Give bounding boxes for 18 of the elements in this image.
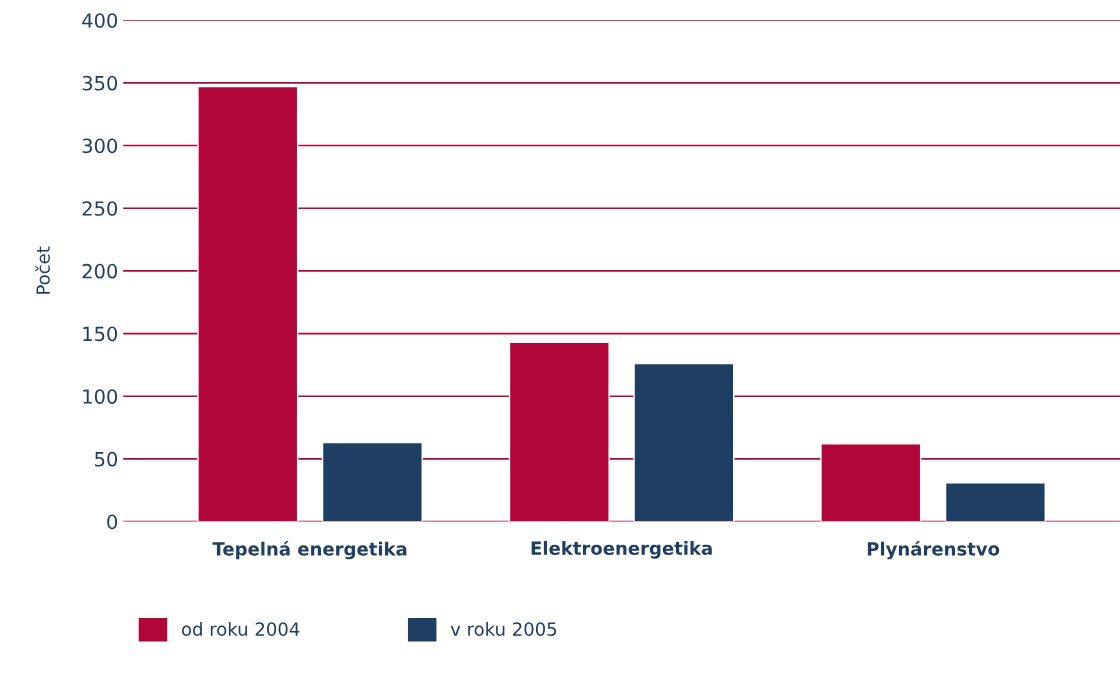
legend-label: v roku 2005	[450, 621, 557, 636]
bar	[633, 362, 735, 522]
y-tick-label: 0	[107, 514, 118, 530]
y-tick-label: 200	[82, 263, 118, 279]
x-tick-label: Plynárenstvo	[867, 541, 1000, 560]
legend-label: od roku 2004	[181, 621, 300, 636]
y-tick-label: 400	[82, 13, 118, 28]
y-tick-label: 50	[95, 451, 118, 467]
x-tick-label: Elektroenergetika	[531, 541, 712, 559]
bar	[944, 482, 1046, 522]
y-tick-label: 150	[83, 326, 118, 342]
y-tick-label: 250	[82, 201, 118, 216]
y-axis-title: Počet	[35, 246, 50, 294]
y-tick-label: 100	[83, 389, 118, 404]
x-tick-label: Tepelná energetika	[212, 541, 407, 560]
y-tick-label: 300	[82, 138, 118, 154]
y-tick-label: 350	[82, 75, 118, 91]
bar	[321, 441, 423, 522]
